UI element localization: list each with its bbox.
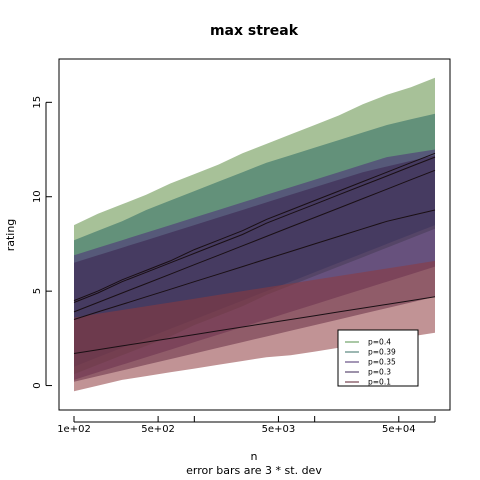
y-tick-label: 15 [32, 96, 43, 109]
y-tick-label: 10 [32, 190, 43, 203]
mean-line-series-4 [73, 296, 436, 354]
x-tick-label: 5e+04 [382, 424, 416, 435]
mean-line-series-0 [73, 152, 436, 302]
y-tick-label: 0 [32, 382, 43, 388]
x-axis-title: n [251, 450, 258, 463]
legend-label: p=0.4 [368, 338, 391, 347]
chart-caption: error bars are 3 * st. dev [186, 464, 322, 477]
chart-title: max streak [210, 23, 299, 39]
y-axis-title: rating [4, 219, 17, 252]
legend: p=0.4p=0.39p=0.35p=0.3p=0.1 [337, 329, 419, 387]
legend-label: p=0.39 [368, 348, 396, 357]
x-tick-label: 1e+02 [57, 424, 91, 435]
mean-line-series-1 [73, 156, 436, 303]
legend-label: p=0.3 [368, 368, 391, 377]
legend-label: p=0.1 [368, 378, 391, 387]
y-tick-label: 5 [32, 288, 43, 294]
legend-label: p=0.35 [368, 358, 396, 367]
y-axis: 0 5 10 15 [32, 96, 52, 389]
mean-line-series-3 [73, 209, 436, 320]
mean-lines [73, 152, 436, 354]
x-axis: 1e+02 5e+02 5e+03 5e+04 [57, 416, 436, 435]
mean-line-series-2 [73, 169, 436, 313]
plot-frame [58, 58, 451, 411]
x-tick-label: 5e+03 [262, 424, 296, 435]
x-tick-label: 5e+02 [141, 424, 175, 435]
error-bands [74, 77, 435, 392]
error-band-series-4 [74, 260, 435, 392]
legend-box [337, 329, 419, 387]
